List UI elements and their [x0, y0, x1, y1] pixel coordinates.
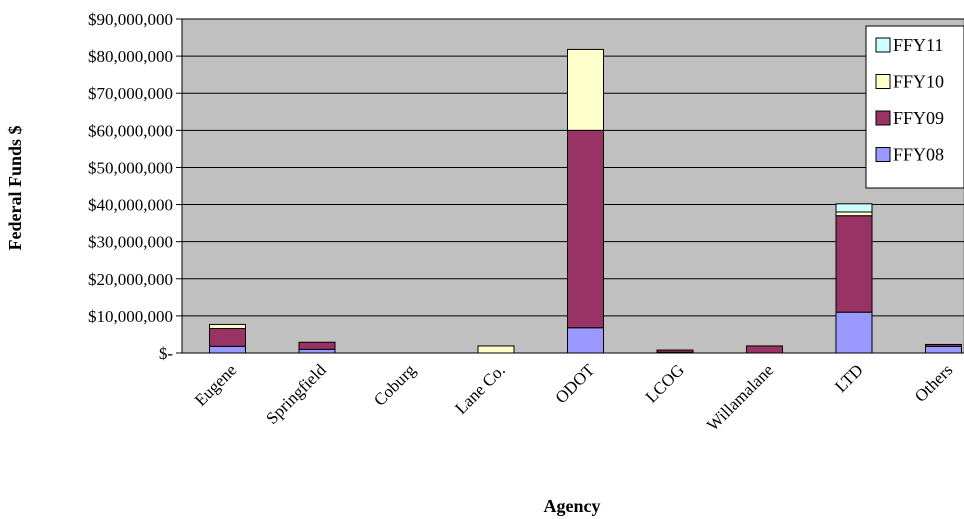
- y-tick-label: $60,000,000: [88, 121, 173, 140]
- x-tick-label: LCOG: [642, 360, 688, 406]
- y-tick-label: $70,000,000: [88, 84, 173, 103]
- legend-swatch-ffy10: [875, 74, 891, 89]
- y-tick-label: $90,000,000: [88, 10, 173, 29]
- x-tick-label: Springfield: [262, 360, 330, 428]
- y-tick-label: $30,000,000: [88, 233, 173, 252]
- bar-segment-ffy10-lane-co-: [477, 345, 515, 354]
- x-tick-label: Coburg: [370, 360, 420, 410]
- legend: FFY11 FFY10 FFY09 FFY08: [865, 25, 964, 189]
- legend-label-ffy09: FFY09: [893, 108, 944, 128]
- bar-segment-ffy10-odot: [567, 48, 604, 131]
- bar-segment-ffy08-eugene: [209, 345, 246, 354]
- x-tick-label: ODOT: [552, 360, 599, 407]
- bar-segment-ffy09-ltd: [835, 215, 873, 313]
- bar-segment-ffy08-springfield: [298, 348, 336, 354]
- y-tick-label: $20,000,000: [88, 270, 173, 289]
- x-axis-ticks: Eugene Springfield Coburg Lane Co. ODOT LCOG W…: [191, 360, 956, 435]
- bar-segment-ffy11-ltd: [835, 203, 873, 213]
- bar-segment-ffy09-others: [925, 343, 962, 347]
- x-tick-label: Eugene: [191, 360, 240, 409]
- y-tick-label: $80,000,000: [88, 47, 173, 66]
- bar-segment-ffy10-eugene: [209, 323, 246, 330]
- bar-segment-ffy09-willamalane: [746, 345, 783, 354]
- y-tick-label: $10,000,000: [88, 307, 173, 326]
- x-tick-label: Willamalane: [703, 360, 777, 434]
- x-tick-label: LTD: [831, 360, 867, 396]
- y-axis-title: Federal Funds $: [5, 125, 25, 250]
- y-tick-label: $-: [159, 344, 174, 363]
- x-axis-title: Agency: [544, 496, 601, 516]
- legend-label-ffy10: FFY10: [893, 72, 944, 92]
- legend-swatch-ffy08: [875, 147, 891, 162]
- bars: [209, 48, 962, 354]
- bar-segment-ffy08-odot: [567, 327, 604, 354]
- legend-swatch-ffy09: [875, 110, 891, 126]
- legend-swatch-ffy11: [875, 37, 891, 53]
- bar-segment-ffy09-lcog: [656, 349, 694, 353]
- bar-segment-ffy08-ltd: [835, 311, 873, 354]
- bar-segment-ffy09-eugene: [209, 328, 246, 347]
- bar-segment-ffy08-others: [925, 345, 962, 354]
- bar-segment-ffy10-ltd: [835, 211, 873, 217]
- x-tick-label: Others: [911, 360, 956, 405]
- legend-label-ffy11: FFY11: [893, 35, 943, 55]
- y-tick-label: $40,000,000: [88, 196, 173, 215]
- y-axis-ticks: $- $10,000,000 $20,000,000 $30,000,000 $40,0…: [88, 10, 183, 363]
- y-tick-label: $50,000,000: [88, 158, 173, 177]
- legend-label-ffy08: FFY08: [893, 145, 944, 165]
- x-tick-label: Lane Co.: [451, 360, 509, 418]
- bar-segment-ffy09-springfield: [298, 341, 336, 350]
- bar-segment-ffy09-odot: [567, 129, 604, 329]
